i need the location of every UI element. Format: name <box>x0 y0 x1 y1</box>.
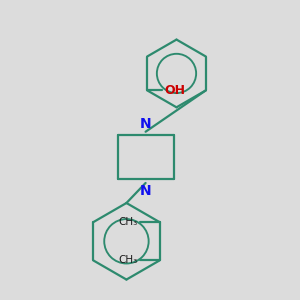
Text: N: N <box>140 117 151 131</box>
Text: N: N <box>140 184 151 198</box>
Text: CH₃: CH₃ <box>119 255 138 266</box>
Text: CH₃: CH₃ <box>119 217 138 227</box>
Text: OH: OH <box>164 84 185 97</box>
